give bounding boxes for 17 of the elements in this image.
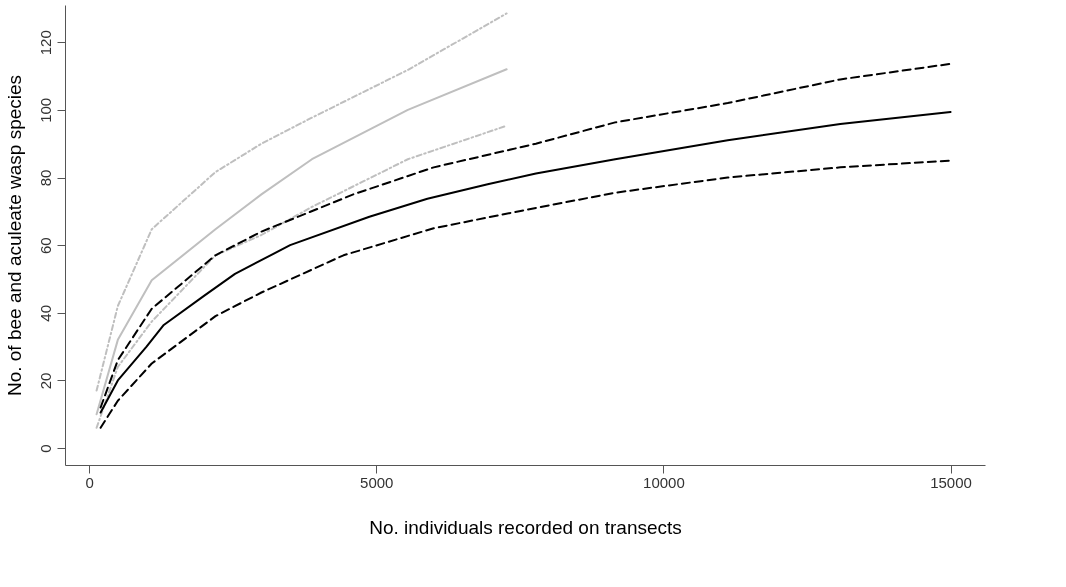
line-series (95, 68, 508, 416)
y-tick-label: 100 (36, 97, 54, 123)
x-tick-label: 15000 (930, 473, 972, 491)
line-series (95, 124, 508, 429)
y-tick-label: 60 (36, 237, 54, 254)
x-axis-title: No. individuals recorded on transects (369, 516, 682, 538)
line-series (99, 159, 952, 429)
y-axis-title: No. of bee and aculeate wasp species (3, 74, 25, 397)
y-tick-label: 80 (36, 169, 54, 187)
x-tick-label: 5000 (360, 473, 394, 491)
y-tick-label: 40 (36, 304, 54, 322)
line-series (95, 12, 508, 392)
x-tick-label: 10000 (643, 473, 685, 491)
y-tick-label: 0 (36, 444, 54, 453)
y-tick-label: 20 (36, 372, 54, 390)
y-tick-label: 120 (36, 30, 54, 56)
x-tick-label: 0 (85, 473, 94, 491)
